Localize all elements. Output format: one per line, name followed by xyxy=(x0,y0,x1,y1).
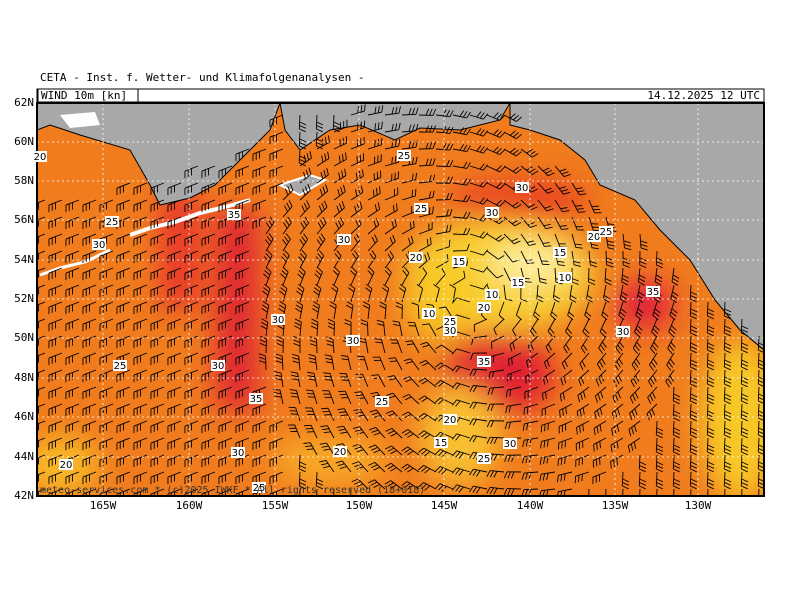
wind-barb-feather xyxy=(375,140,376,147)
wind-barb-feather xyxy=(758,503,764,506)
wind-barb-feather xyxy=(333,503,339,506)
wind-barb-feather xyxy=(316,503,322,506)
contour-label: 25 xyxy=(478,454,491,465)
wind-barb-feather xyxy=(724,503,730,506)
datetime-label: 14.12.2025 12 UTC xyxy=(647,89,760,102)
contour-label: 30 xyxy=(338,235,351,246)
wind-barb-feather xyxy=(527,407,528,414)
lon-label: 145W xyxy=(431,499,458,512)
contour-label: 20 xyxy=(478,303,491,314)
contour-label: 30 xyxy=(486,208,499,219)
lat-label: 50N xyxy=(14,331,34,344)
contour-label: 25 xyxy=(106,217,119,228)
contour-label: 35 xyxy=(250,394,263,405)
wind-barb-feather xyxy=(639,499,645,502)
wind-barb-feather xyxy=(299,499,305,502)
lon-label: 155W xyxy=(262,499,289,512)
contour-label: 35 xyxy=(647,287,660,298)
contour-label: 15 xyxy=(512,278,525,289)
contour-label: 30 xyxy=(504,439,517,450)
contour-label: 30 xyxy=(212,361,225,372)
wind-barb-feather xyxy=(412,190,413,197)
contour-label: 15 xyxy=(453,257,466,268)
contour-label: 20 xyxy=(334,447,347,458)
wind-barb-feather xyxy=(306,390,313,391)
lat-label: 48N xyxy=(14,371,34,384)
lat-label: 54N xyxy=(14,253,34,266)
contour-label: 25 xyxy=(114,361,127,372)
lat-label: 56N xyxy=(14,213,34,226)
wind-barb-feather xyxy=(758,499,764,502)
contour-label: 25 xyxy=(415,204,428,215)
wind-barb-feather xyxy=(524,408,525,415)
lon-label: 160W xyxy=(176,499,203,512)
wind-barb-feather xyxy=(381,138,382,145)
lon-label: 150W xyxy=(346,499,373,512)
contour-label: 35 xyxy=(228,210,241,221)
lat-label: 42N xyxy=(14,489,34,502)
wind-barb-feather xyxy=(656,503,662,506)
wind-barb-feather xyxy=(378,139,379,146)
contour-label: 30 xyxy=(516,183,529,194)
wind-barb-feather xyxy=(639,503,645,506)
contour-label: 20 xyxy=(410,253,423,264)
wind-barb-feather xyxy=(656,499,662,502)
contour-label: 10 xyxy=(559,273,572,284)
lat-label: 44N xyxy=(14,450,34,463)
wind-barb-feather xyxy=(491,342,492,349)
lon-label: 135W xyxy=(602,499,629,512)
contour-label: 15 xyxy=(435,438,448,449)
wind-barb-feather xyxy=(561,458,562,465)
lat-label: 58N xyxy=(14,174,34,187)
lon-label: 165W xyxy=(90,499,117,512)
map-title: CETA - Inst. f. Wetter- und Klimafolgena… xyxy=(40,71,365,84)
wind-barb-feather xyxy=(724,499,730,502)
wind-barb-feather xyxy=(316,499,322,502)
contour-label: 30 xyxy=(444,326,457,337)
credit-text: meteo-services.com * (c)2025 IWKF * All … xyxy=(40,485,425,496)
contour-label: 25 xyxy=(376,397,389,408)
lon-label: 140W xyxy=(517,499,544,512)
lat-label: 60N xyxy=(14,135,34,148)
contour-label: 30 xyxy=(93,240,106,251)
lat-label: 62N xyxy=(14,96,34,109)
wind-barb-feather xyxy=(415,189,416,196)
wind-barb-feather xyxy=(741,499,747,502)
map-field xyxy=(20,103,780,506)
wind-barb-feather xyxy=(307,393,314,394)
contour-label: 30 xyxy=(617,327,630,338)
wind-barb-feather xyxy=(741,503,747,506)
wind-barb-feather xyxy=(588,499,594,502)
contour-label: 15 xyxy=(554,248,567,259)
contour-label: 10 xyxy=(423,309,436,320)
contour-label: 25 xyxy=(600,227,613,238)
contour-label: 30 xyxy=(272,315,285,326)
contour-label: 20 xyxy=(444,415,457,426)
contour-label: 20 xyxy=(60,460,73,471)
wind-barb-feather xyxy=(588,503,594,506)
contour-label: 25 xyxy=(398,151,411,162)
lat-label: 52N xyxy=(14,292,34,305)
wind-barb-stem xyxy=(367,322,368,336)
lon-label: 130W xyxy=(685,499,712,512)
contour-label: 20 xyxy=(588,232,601,243)
parameter-label: WIND 10m [kn] xyxy=(41,89,127,102)
wind-barb-feather xyxy=(299,503,305,506)
wind-barb-feather xyxy=(308,397,315,398)
wind-barb-feather xyxy=(673,503,679,506)
contour-label: 10 xyxy=(486,290,499,301)
wind-barb-feather xyxy=(333,499,339,502)
lat-label: 46N xyxy=(14,410,34,423)
contour-label: 30 xyxy=(347,336,360,347)
wind-barb-feather xyxy=(565,457,566,464)
wind-barb-stem xyxy=(588,268,589,282)
contour-label: 20 xyxy=(34,152,47,163)
wind-barb-feather xyxy=(558,459,559,466)
contour-label: 30 xyxy=(232,448,245,459)
contour-label: 35 xyxy=(478,357,491,368)
wind-barb-feather xyxy=(673,499,679,502)
